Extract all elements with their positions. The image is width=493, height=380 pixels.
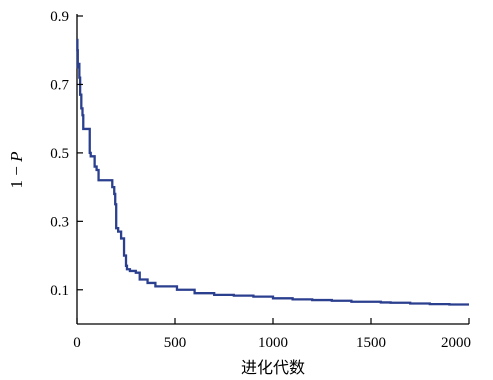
y-axis-title: 1 − P (7, 152, 26, 189)
y-axis-title-prefix: 1 − (7, 162, 26, 189)
y-axis-title-variable: P (7, 152, 26, 163)
y-tick-label: 0.3 (50, 214, 69, 230)
x-axis-title: 进化代数 (241, 358, 305, 377)
x-tick-label: 1500 (356, 335, 386, 351)
tick-layer: 0.1 0.3 0.5 0.7 0.9 0 500 1000 1500 2000 (50, 9, 471, 351)
series-layer (76, 38, 469, 306)
x-tick-label: 2000 (441, 335, 471, 351)
axes (76, 14, 469, 325)
x-tick-label: 500 (164, 335, 187, 351)
y-tick-label: 0.7 (50, 77, 69, 93)
y-tick-label: 0.1 (50, 283, 69, 299)
x-tick-label: 1000 (258, 335, 288, 351)
y-tick-label: 0.9 (50, 9, 69, 25)
series-line-0 (76, 38, 469, 306)
y-tick-label: 0.5 (50, 146, 69, 162)
x-tick-label: 0 (73, 335, 81, 351)
